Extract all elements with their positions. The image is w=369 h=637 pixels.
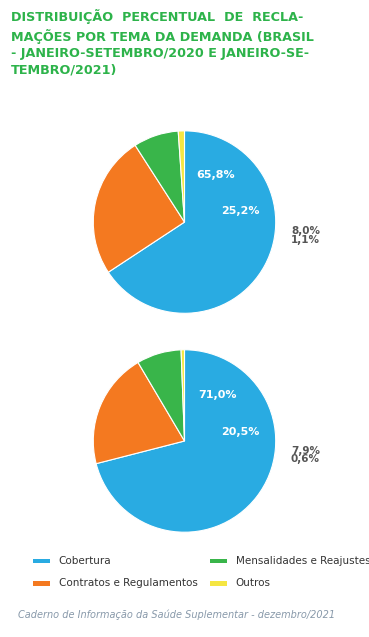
Text: 0,6%: 0,6% <box>291 454 320 464</box>
Text: Caderno de Informação da Saúde Suplementar - dezembro/2021: Caderno de Informação da Saúde Suplement… <box>18 610 335 620</box>
Wedge shape <box>178 131 184 222</box>
Text: DISTRIBUIÇÃO  PERCENTUAL  DE  RECLA-
MAÇÕES POR TEMA DA DEMANDA (BRASIL
- JANEIR: DISTRIBUIÇÃO PERCENTUAL DE RECLA- MAÇÕES… <box>11 10 314 76</box>
Wedge shape <box>96 350 276 532</box>
Text: Cobertura: Cobertura <box>59 556 111 566</box>
Wedge shape <box>93 145 184 272</box>
Wedge shape <box>108 131 276 313</box>
Text: 1,1%: 1,1% <box>291 235 320 245</box>
Text: 7,9%: 7,9% <box>292 446 321 456</box>
Wedge shape <box>93 362 184 464</box>
FancyBboxPatch shape <box>210 581 227 585</box>
Text: Contratos e Regulamentos: Contratos e Regulamentos <box>59 578 197 588</box>
Wedge shape <box>135 131 184 222</box>
FancyBboxPatch shape <box>32 581 49 585</box>
Text: 65,8%: 65,8% <box>196 169 235 180</box>
Wedge shape <box>181 350 184 441</box>
Text: Mensalidades e Reajustes: Mensalidades e Reajustes <box>236 556 369 566</box>
FancyBboxPatch shape <box>32 559 49 564</box>
Text: 71,0%: 71,0% <box>198 390 237 400</box>
Text: 8,0%: 8,0% <box>292 227 321 236</box>
Text: 20,5%: 20,5% <box>221 427 259 438</box>
Wedge shape <box>138 350 184 441</box>
Text: 25,2%: 25,2% <box>221 206 259 216</box>
Text: Outros: Outros <box>236 578 271 588</box>
FancyBboxPatch shape <box>210 559 227 564</box>
